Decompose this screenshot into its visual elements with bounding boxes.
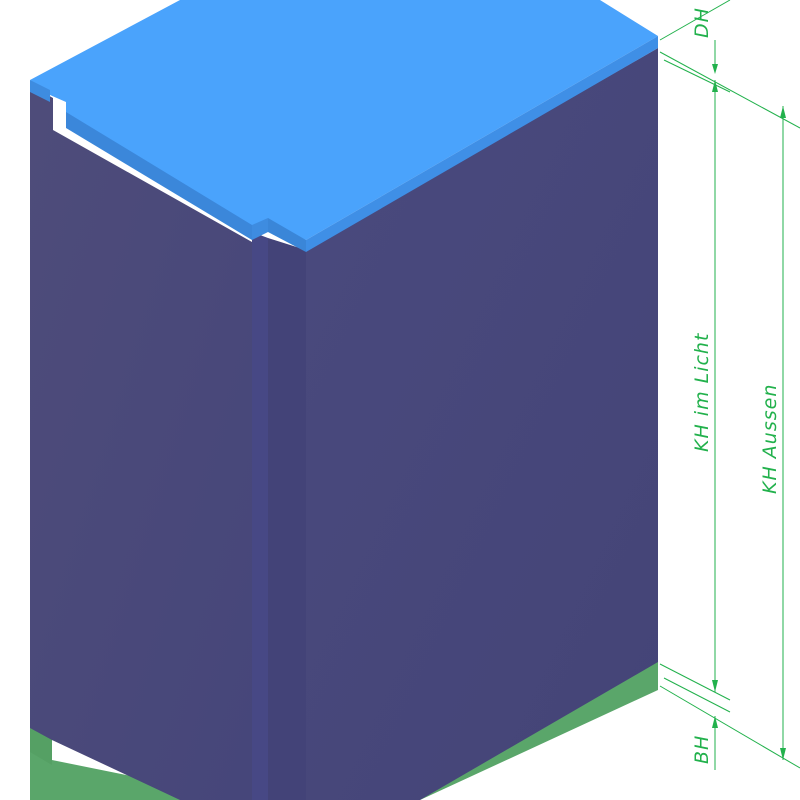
lid (30, 0, 658, 252)
dh-arrow (712, 64, 718, 74)
box-groove-edge (268, 238, 306, 800)
lid-left-edge (30, 80, 50, 102)
kh-im-licht-arrow-bottom (712, 680, 718, 692)
extension-line-lid-bottom-2 (663, 59, 731, 93)
extension-line-base-top (659, 663, 731, 701)
box-right-face (306, 48, 658, 800)
lid-front-edge (306, 36, 658, 252)
kh-im-licht-arrow-top (712, 80, 718, 92)
dimension-annotations: DH KH im Licht KH Aussen BH (659, 0, 800, 770)
bh-label: BH (691, 735, 713, 764)
box-groove (252, 232, 268, 800)
lid-top-face (30, 0, 658, 240)
extension-line-base-mid (663, 677, 731, 713)
extension-line-base-bottom (659, 685, 800, 769)
lid-notch-step-2 (268, 218, 306, 252)
kh-aussen-arrow-top (780, 106, 786, 118)
box-left-face (30, 85, 252, 800)
kh-aussen-arrow-bottom (780, 748, 786, 760)
kh-aussen-label: KH Aussen (759, 384, 781, 494)
kh-im-licht-label: KH im Licht (691, 332, 713, 452)
base-left-face (0, 705, 250, 800)
extension-line-top (659, 0, 731, 41)
lid-notch-edge (66, 112, 252, 240)
dh-label: DH (691, 7, 713, 38)
extension-line-lid-bottom (659, 51, 800, 129)
bh-arrow (712, 716, 718, 728)
lid-notch-step (252, 218, 268, 240)
